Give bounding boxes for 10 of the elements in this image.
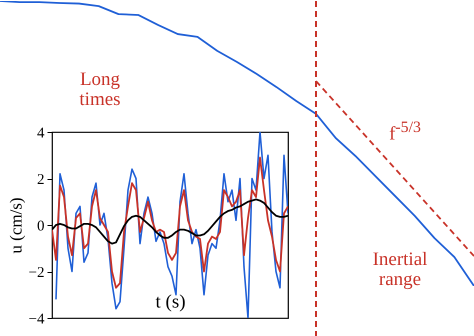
y-tick-label: 0 — [37, 218, 44, 234]
annotation: Inertial range — [372, 249, 428, 290]
y-tick-label: −4 — [28, 312, 45, 328]
x-axis-title: t (s) — [155, 292, 186, 312]
annotation: Long times — [78, 69, 122, 110]
y-axis-title: u (cm/s) — [6, 197, 26, 254]
annotation: f$^{-5/3}$ — [388, 118, 422, 144]
y-tick-label: 2 — [37, 172, 44, 188]
y-tick-label: 4 — [37, 126, 45, 142]
y-tick-label: −2 — [28, 265, 44, 281]
